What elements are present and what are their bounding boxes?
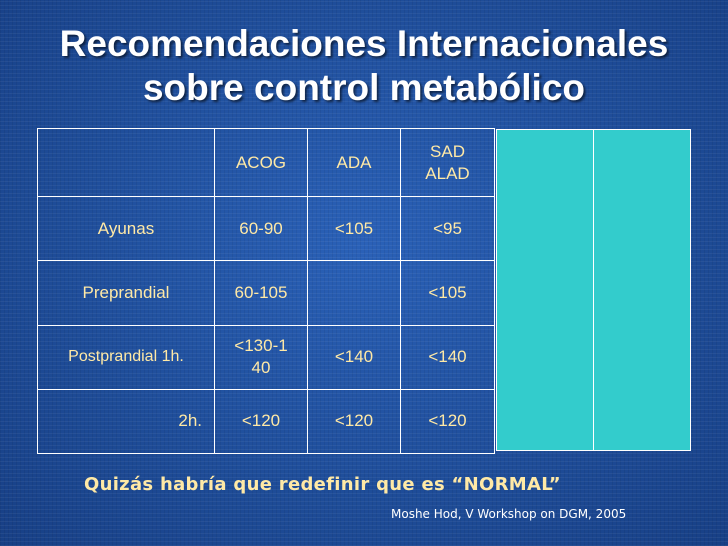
- table-cell: [307, 260, 401, 326]
- teal-highlight-panel: [496, 129, 691, 451]
- table-cell: 60-105: [214, 260, 308, 326]
- table-cell: 60-90: [214, 196, 308, 262]
- header-cell-empty: [37, 127, 215, 198]
- row-label-ayunas: Ayunas: [37, 196, 215, 262]
- slide-title-line-2: sobre control metabólico: [142, 67, 585, 108]
- slide-title: Recomendaciones Internacionales sobre co…: [0, 22, 728, 110]
- table-row: Preprandial 60-105 <105: [37, 260, 495, 326]
- slide-title-line-1: Recomendaciones Internacionales: [59, 23, 669, 64]
- table-cell: <140: [400, 324, 495, 390]
- table-row: Postprandial 1h. <130-1 40 <140 <140: [37, 324, 495, 390]
- table-cell: <95: [400, 196, 495, 262]
- header-cell-sad-alad: SAD ALAD: [400, 127, 495, 198]
- table-row: Ayunas 60-90 <105 <95: [37, 196, 495, 262]
- table-cell: <105: [307, 196, 401, 262]
- header-cell-ada: ADA: [307, 127, 401, 198]
- row-label-preprandial: Preprandial: [37, 260, 215, 326]
- header-cell-acog: ACOG: [214, 127, 308, 198]
- table-cell: <130-1 40: [214, 324, 308, 390]
- row-label-postprandial-1h: Postprandial 1h.: [37, 324, 215, 390]
- recommendations-table: ACOG ADA SAD ALAD Ayunas 60-90 <105 <95 …: [37, 127, 495, 455]
- row-label-2h: 2h.: [37, 388, 215, 455]
- table-cell: <105: [400, 260, 495, 326]
- table-cell: <120: [307, 388, 401, 455]
- panel-divider: [593, 130, 594, 450]
- table-cell: <140: [307, 324, 401, 390]
- table-cell: <120: [214, 388, 308, 455]
- footnote-normal: Quizás habría que redefinir que es “NORM…: [84, 474, 561, 495]
- source-citation: Moshe Hod, V Workshop on DGM, 2005: [391, 507, 627, 521]
- table-row: 2h. <120 <120 <120: [37, 388, 495, 455]
- table-cell: <120: [400, 388, 495, 455]
- table-header-row: ACOG ADA SAD ALAD: [37, 127, 495, 198]
